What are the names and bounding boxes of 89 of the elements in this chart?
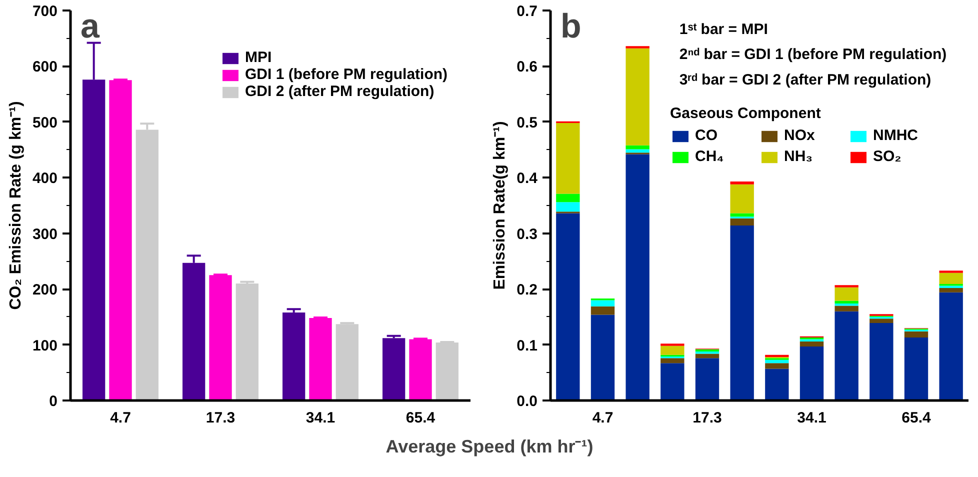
y-tick-label: 100 <box>32 337 58 354</box>
bar <box>800 346 824 400</box>
y-axis-title: CO₂ Emission Rate (g km⁻¹) <box>7 101 24 310</box>
legend-label: CO <box>695 127 718 144</box>
bar <box>730 213 754 217</box>
legend-label: NMHC <box>873 127 919 144</box>
y-axis-title: Emission Rate(g km⁻¹) <box>492 121 509 290</box>
bar <box>382 338 406 400</box>
legend-label: NOx <box>784 127 816 144</box>
bar <box>834 300 858 304</box>
y-tick-label: 0.3 <box>516 226 538 243</box>
annotation: 3ʳᵈ bar = GDI 2 (after PM regulation) <box>679 72 932 88</box>
bar <box>730 218 754 226</box>
y-tick-label: 0.1 <box>516 337 538 354</box>
bar <box>436 342 458 400</box>
bar <box>626 149 650 153</box>
bar <box>409 339 432 400</box>
bar <box>834 311 858 400</box>
y-tick-label: 400 <box>32 170 58 188</box>
bar <box>939 288 963 292</box>
y-tick-label: 200 <box>32 282 58 299</box>
legend-label: SO₂ <box>873 148 902 165</box>
bar <box>695 354 720 358</box>
bar <box>904 331 928 338</box>
legend-label: MPI <box>245 49 272 66</box>
bar <box>336 324 358 400</box>
bar <box>590 306 615 315</box>
bar <box>590 300 615 306</box>
bar <box>765 368 789 400</box>
bar <box>626 145 650 150</box>
x-tick-label: 17.3 <box>692 410 722 426</box>
x-tick-label: 34.1 <box>797 410 826 426</box>
x-axis-title: Average Speed (km hr⁻¹) <box>386 436 594 456</box>
y-tick-label: 0.2 <box>516 282 538 299</box>
annotation: 1ˢᵗ bar = MPI <box>679 20 768 38</box>
bar <box>626 48 650 146</box>
y-tick-label: 500 <box>32 114 58 132</box>
y-tick-label: 300 <box>32 226 58 243</box>
bar <box>765 354 789 358</box>
bar <box>209 275 232 400</box>
bar <box>834 287 858 301</box>
x-tick-label: 65.4 <box>902 410 932 426</box>
bar <box>834 306 858 312</box>
bar <box>695 358 720 400</box>
bar <box>765 360 789 364</box>
chart-title: a <box>80 8 100 46</box>
y-tick-label: 0.7 <box>516 3 538 20</box>
bar <box>660 358 684 364</box>
bar <box>109 80 132 400</box>
x-tick-label: 17.3 <box>206 410 236 426</box>
y-tick-label: 0.4 <box>516 170 538 188</box>
bar <box>590 314 615 400</box>
y-tick-label: 0.0 <box>516 393 538 410</box>
bar <box>939 292 963 400</box>
y-tick-label: 600 <box>32 58 58 76</box>
x-tick-label: 34.1 <box>306 410 336 426</box>
bar <box>660 363 684 400</box>
annotation: 2ⁿᵈ bar = GDI 1 (before PM regulation) <box>679 46 947 64</box>
bar <box>309 318 332 400</box>
x-tick-label: 4.7 <box>592 410 614 426</box>
bar <box>626 154 650 400</box>
bar <box>765 363 789 369</box>
bar <box>556 123 580 194</box>
y-tick-label: 0.6 <box>516 58 538 76</box>
bar <box>236 284 258 400</box>
bar <box>870 323 894 400</box>
bar <box>556 213 580 400</box>
legend-title: Gaseous Component <box>670 105 822 122</box>
legend-label: CH₄ <box>695 148 725 165</box>
bar <box>730 184 754 214</box>
bar <box>870 318 894 324</box>
legend-label: GDI 2 (after PM regulation) <box>245 83 434 100</box>
bar <box>730 226 754 400</box>
bar <box>556 194 580 202</box>
legend-label: NH₃ <box>784 148 814 165</box>
bar <box>800 341 824 346</box>
bar <box>730 182 754 184</box>
bar <box>939 272 963 284</box>
x-tick-label: 4.7 <box>110 410 131 426</box>
y-tick-label: 700 <box>32 3 58 20</box>
y-tick-label: 0.5 <box>516 114 538 132</box>
x-tick-label: 65.4 <box>406 410 436 426</box>
bar <box>660 346 684 355</box>
bar <box>282 312 306 400</box>
legend-label: GDI 1 (before PM regulation) <box>245 66 448 83</box>
chart-title: b <box>560 8 582 46</box>
bar <box>556 202 580 212</box>
bar <box>904 338 928 400</box>
y-tick-label: 0 <box>49 393 58 410</box>
